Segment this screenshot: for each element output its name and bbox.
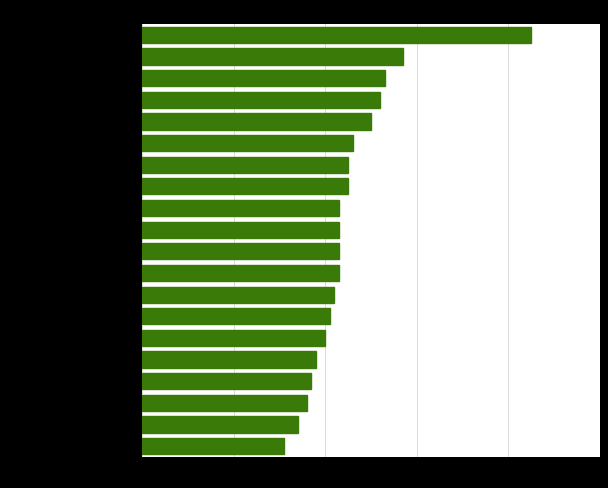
- Bar: [142, 287, 334, 303]
- Bar: [142, 201, 339, 217]
- Bar: [142, 373, 311, 389]
- Bar: [142, 265, 339, 282]
- Bar: [142, 92, 380, 109]
- Bar: [142, 438, 284, 454]
- Bar: [142, 395, 307, 411]
- Bar: [142, 136, 353, 152]
- Bar: [142, 114, 371, 130]
- Bar: [142, 157, 348, 174]
- Bar: [142, 244, 339, 260]
- Bar: [142, 417, 298, 433]
- Bar: [142, 330, 325, 346]
- Bar: [142, 222, 339, 238]
- Bar: [142, 179, 348, 195]
- Bar: [142, 28, 531, 44]
- Bar: [142, 71, 385, 87]
- Bar: [142, 352, 316, 368]
- Bar: [142, 308, 330, 325]
- Bar: [142, 49, 403, 65]
